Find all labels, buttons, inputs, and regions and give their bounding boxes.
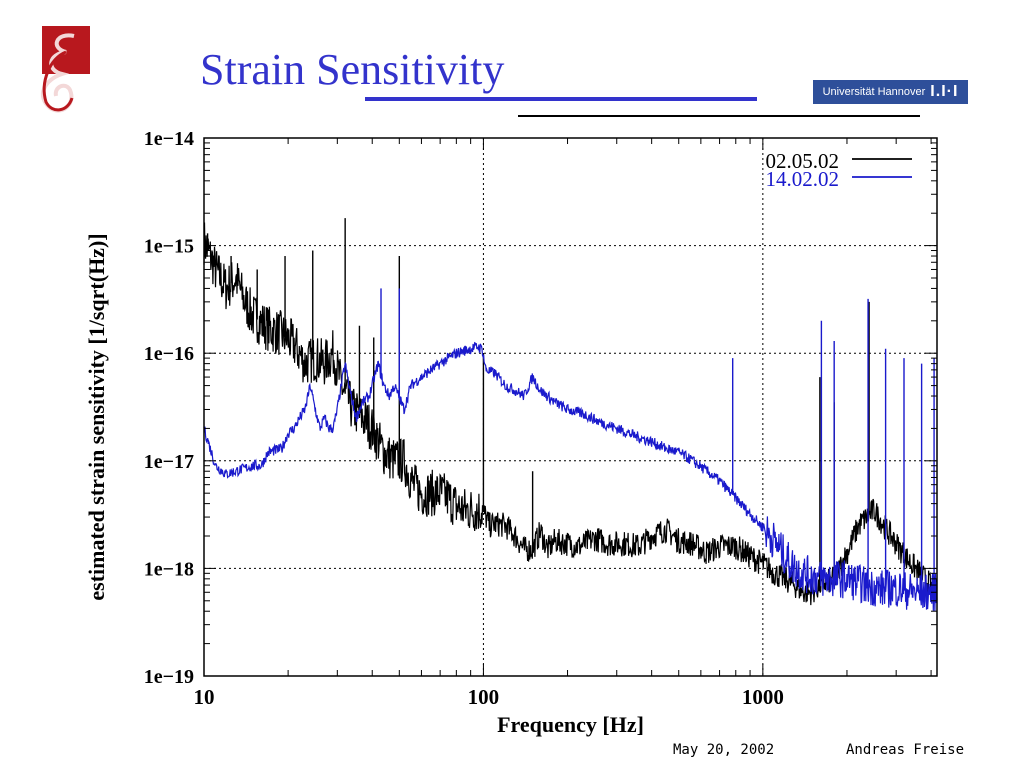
- chart-ticks: [203, 138, 937, 677]
- x-axis-label: Frequency [Hz]: [497, 712, 644, 737]
- university-hannover-logo: Universität Hannover I.I·I: [813, 80, 968, 104]
- plot-frame: [203, 137, 938, 677]
- y-tick-label: 1e−17: [144, 451, 194, 473]
- legend-label: 14.02.02: [766, 167, 840, 191]
- university-logo-label: Universität Hannover: [822, 86, 926, 98]
- chart-grid: [204, 138, 937, 676]
- y-tick-label: 1e−19: [144, 666, 194, 688]
- x-tick-label: 1000: [742, 685, 784, 709]
- footer-author: Andreas Freise: [846, 742, 965, 758]
- legend-label: 02.05.02: [766, 149, 840, 173]
- university-emblem-logo: [32, 26, 102, 121]
- x-tick-label: 100: [468, 685, 500, 709]
- header-divider: [518, 115, 920, 117]
- university-logo-mark: I.I·I: [930, 83, 959, 100]
- y-axis-label: estimated strain sensitivity [1/sqrt(Hz)…: [84, 233, 109, 600]
- y-tick-label: 1e−18: [144, 558, 194, 580]
- y-tick-label: 1e−15: [144, 236, 194, 258]
- slide-title: Strain Sensitivity: [200, 45, 505, 94]
- series-line-b: [203, 341, 938, 612]
- chart-series: [203, 218, 938, 612]
- y-tick-label: 1e−14: [144, 128, 194, 150]
- x-tick-label: 10: [194, 685, 215, 709]
- chart-labels: 10 100 1000 1e−14 1e−15 1e−16 1e−17 1e−18 1e−19 F…: [84, 128, 784, 737]
- footer-date: May 20, 2002: [673, 742, 775, 758]
- y-tick-label: 1e−16: [144, 343, 194, 365]
- title-underline: [365, 97, 757, 101]
